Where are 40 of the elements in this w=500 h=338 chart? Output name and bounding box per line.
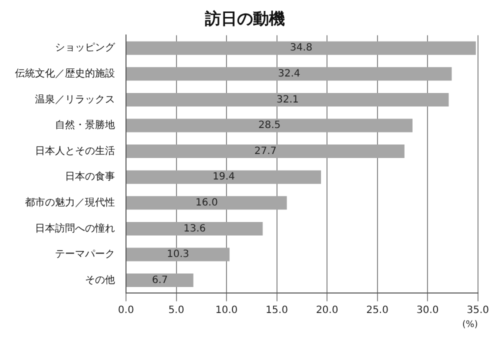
data-label: 28.5: [258, 120, 281, 132]
bar: [126, 196, 287, 210]
x-axis-title: (%): [462, 320, 478, 330]
x-tick-label: 30.0: [416, 304, 439, 316]
data-label: 6.7: [152, 274, 168, 286]
y-tick-label: 日本の食事: [65, 170, 115, 183]
data-label: 10.3: [166, 249, 190, 260]
bar: [126, 170, 322, 184]
data-label: 19.4: [212, 172, 235, 183]
x-tick-label: 15.0: [266, 304, 288, 316]
data-label: 32.1: [276, 94, 299, 106]
bar: [126, 144, 404, 158]
chart-title: 訪日の動機: [204, 8, 285, 28]
y-tick-label: 温泉／リラックス: [35, 93, 115, 106]
x-tick-label: 10.0: [215, 304, 238, 316]
data-label: 32.4: [278, 68, 300, 80]
y-tick-label: ショッピング: [55, 42, 116, 54]
y-tick-label: テーマパーク: [55, 249, 115, 260]
bar: [126, 274, 194, 288]
x-tick-label: 5.0: [168, 304, 184, 316]
x-tick-label: 35.0: [466, 304, 489, 316]
bar: [126, 92, 449, 106]
bar: [126, 222, 263, 236]
bar: [126, 248, 230, 262]
y-tick-label: 自然・景勝地: [55, 119, 115, 132]
y-tick-label: その他: [85, 274, 115, 286]
y-tick-label: 日本訪問への憧れ: [35, 222, 115, 234]
x-tick-label: 20.0: [316, 304, 338, 316]
bar: [126, 118, 413, 132]
x-tick-label: 0.0: [118, 304, 134, 316]
data-label: 16.0: [196, 197, 218, 208]
x-tick-label: 25.0: [366, 304, 388, 316]
data-label: 13.6: [183, 223, 206, 234]
data-label: 27.7: [254, 146, 277, 157]
data-label: 34.8: [290, 42, 312, 54]
y-tick-label: 伝統文化／歴史的施設: [15, 67, 115, 80]
bar: [126, 41, 476, 55]
y-tick-label: 都市の魅力／現代性: [25, 196, 115, 208]
bar: [126, 67, 452, 81]
y-tick-label: 日本人とその生活: [35, 144, 115, 157]
